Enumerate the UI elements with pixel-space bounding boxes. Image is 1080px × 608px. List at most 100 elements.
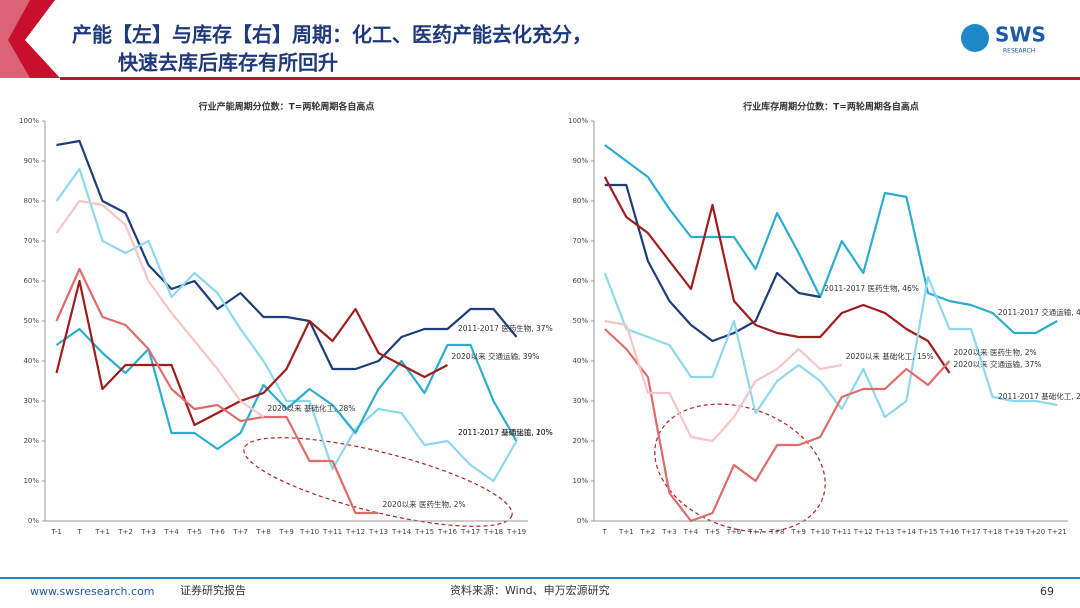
y-tick-label: 40% xyxy=(23,357,39,365)
y-tick-label: 100% xyxy=(19,117,39,125)
y-tick-label: 70% xyxy=(23,237,39,245)
x-tick-label: T+3 xyxy=(140,528,156,536)
x-tick-label: T+3 xyxy=(661,528,677,536)
x-tick-label: T+2 xyxy=(117,528,133,536)
series-label: 2011-2017 基础化工, 26% xyxy=(998,391,1080,401)
x-tick-label: T+15 xyxy=(414,528,434,536)
x-tick-label: T+4 xyxy=(683,528,699,536)
highlight-ellipse xyxy=(243,437,513,527)
series-line xyxy=(55,167,518,483)
series-line xyxy=(55,327,518,451)
series-label: 2020以来 医药生物, 2% xyxy=(383,499,466,509)
series-label: 2011-2017 交通运输, 48% xyxy=(998,307,1080,317)
x-tick-label: T+5 xyxy=(704,528,720,536)
series-line xyxy=(604,144,1058,335)
x-tick-label: T+16 xyxy=(939,528,960,536)
series-label: 2020以来 基础化工, 28% xyxy=(268,403,356,413)
x-tick-label: T+12 xyxy=(345,528,365,536)
x-tick-label: T xyxy=(602,528,608,536)
x-tick-label: T+6 xyxy=(209,528,225,536)
series-label: 2020以来 交通运输, 39% xyxy=(452,351,540,361)
y-tick-label: 80% xyxy=(572,197,588,205)
x-tick-label: T+1 xyxy=(618,528,634,536)
footer-report: 证券研究报告 xyxy=(180,583,246,597)
series-line xyxy=(55,279,449,427)
logo-sub: RESEARCH xyxy=(1003,48,1035,55)
x-tick-label: T+20 xyxy=(1025,528,1045,536)
x-tick-label: T+6 xyxy=(726,528,742,536)
x-tick-label: T xyxy=(76,528,82,536)
footer-page: 69 xyxy=(1040,585,1054,598)
x-tick-label: T+12 xyxy=(853,528,873,536)
x-tick-label: T+8 xyxy=(769,528,785,536)
y-tick-label: 100% xyxy=(568,117,588,125)
y-tick-label: 50% xyxy=(572,317,588,325)
x-tick-label: T+9 xyxy=(790,528,806,536)
header-rule xyxy=(60,77,1080,80)
x-tick-label: T+9 xyxy=(278,528,294,536)
x-tick-label: T+15 xyxy=(917,528,937,536)
series-label: 2011-2017 医药生物, 46% xyxy=(824,283,919,293)
header-decoration xyxy=(0,0,60,78)
logo: SWS xyxy=(995,23,1046,47)
series-label: 2011-2017 交通运输, 20% xyxy=(458,427,553,437)
x-tick-label: T+14 xyxy=(896,528,917,536)
header-title: 产能【左】与库存【右】周期：化工、医药产能去化充分， xyxy=(72,23,592,47)
footer-source: 资料来源：Wind、申万宏源研究 xyxy=(450,583,610,597)
footer-rule xyxy=(0,577,1080,579)
series-label: 2020以来 基础化工, 15% xyxy=(846,351,934,361)
series-line xyxy=(604,183,821,343)
x-tick-label: T+10 xyxy=(810,528,830,536)
series-line xyxy=(55,199,265,418)
logo-icon xyxy=(961,24,989,52)
y-tick-label: 20% xyxy=(572,437,588,445)
x-tick-label: T+17 xyxy=(460,528,480,536)
x-tick-label: T+17 xyxy=(961,528,981,536)
series-line xyxy=(604,319,843,443)
y-tick-label: 0% xyxy=(28,517,39,525)
x-tick-label: T+7 xyxy=(747,528,763,536)
y-tick-label: 0% xyxy=(577,517,588,525)
x-tick-label: T+18 xyxy=(982,528,1002,536)
y-tick-label: 10% xyxy=(572,477,588,485)
y-tick-label: 10% xyxy=(23,477,39,485)
x-tick-label: T-1 xyxy=(50,528,62,536)
y-tick-label: 60% xyxy=(23,277,39,285)
x-tick-label: T+10 xyxy=(299,528,319,536)
footer-site: www.swsresearch.com xyxy=(30,585,155,598)
x-tick-label: T+19 xyxy=(506,528,526,536)
x-tick-label: T+1 xyxy=(94,528,110,536)
y-tick-label: 50% xyxy=(23,317,39,325)
x-tick-label: T+11 xyxy=(322,528,342,536)
y-tick-label: 30% xyxy=(572,397,588,405)
x-tick-label: T+18 xyxy=(483,528,503,536)
chart-title: 行业库存周期分位数：T=两轮周期各自高点 xyxy=(742,101,919,113)
x-tick-label: T+13 xyxy=(368,528,388,536)
header-decoration xyxy=(0,0,30,78)
x-tick-label: T+16 xyxy=(437,528,458,536)
y-tick-label: 90% xyxy=(572,157,588,165)
x-tick-label: T+2 xyxy=(640,528,656,536)
series-label: 2020以来 医药生物, 2% xyxy=(954,347,1037,357)
x-tick-label: T+19 xyxy=(1004,528,1024,536)
y-tick-label: 70% xyxy=(572,237,588,245)
x-tick-label: T+5 xyxy=(186,528,202,536)
y-tick-label: 60% xyxy=(572,277,588,285)
y-tick-label: 90% xyxy=(23,157,39,165)
x-tick-label: T+8 xyxy=(255,528,271,536)
x-tick-label: T+11 xyxy=(831,528,851,536)
highlight-ellipse xyxy=(654,403,826,533)
series-label: 2011-2017 医药生物, 37% xyxy=(458,323,553,333)
series-label: 2020以来 交通运输, 37% xyxy=(954,359,1042,369)
header-title: 快速去库后库存有所回升 xyxy=(118,51,338,75)
x-tick-label: T+13 xyxy=(874,528,894,536)
series-line xyxy=(55,267,379,515)
x-tick-label: T+14 xyxy=(391,528,412,536)
y-tick-label: 30% xyxy=(23,397,39,405)
y-tick-label: 80% xyxy=(23,197,39,205)
x-tick-label: T+4 xyxy=(163,528,179,536)
y-tick-label: 40% xyxy=(572,357,588,365)
series-line xyxy=(604,328,951,523)
series-line xyxy=(603,272,1058,419)
series-line xyxy=(56,139,518,371)
